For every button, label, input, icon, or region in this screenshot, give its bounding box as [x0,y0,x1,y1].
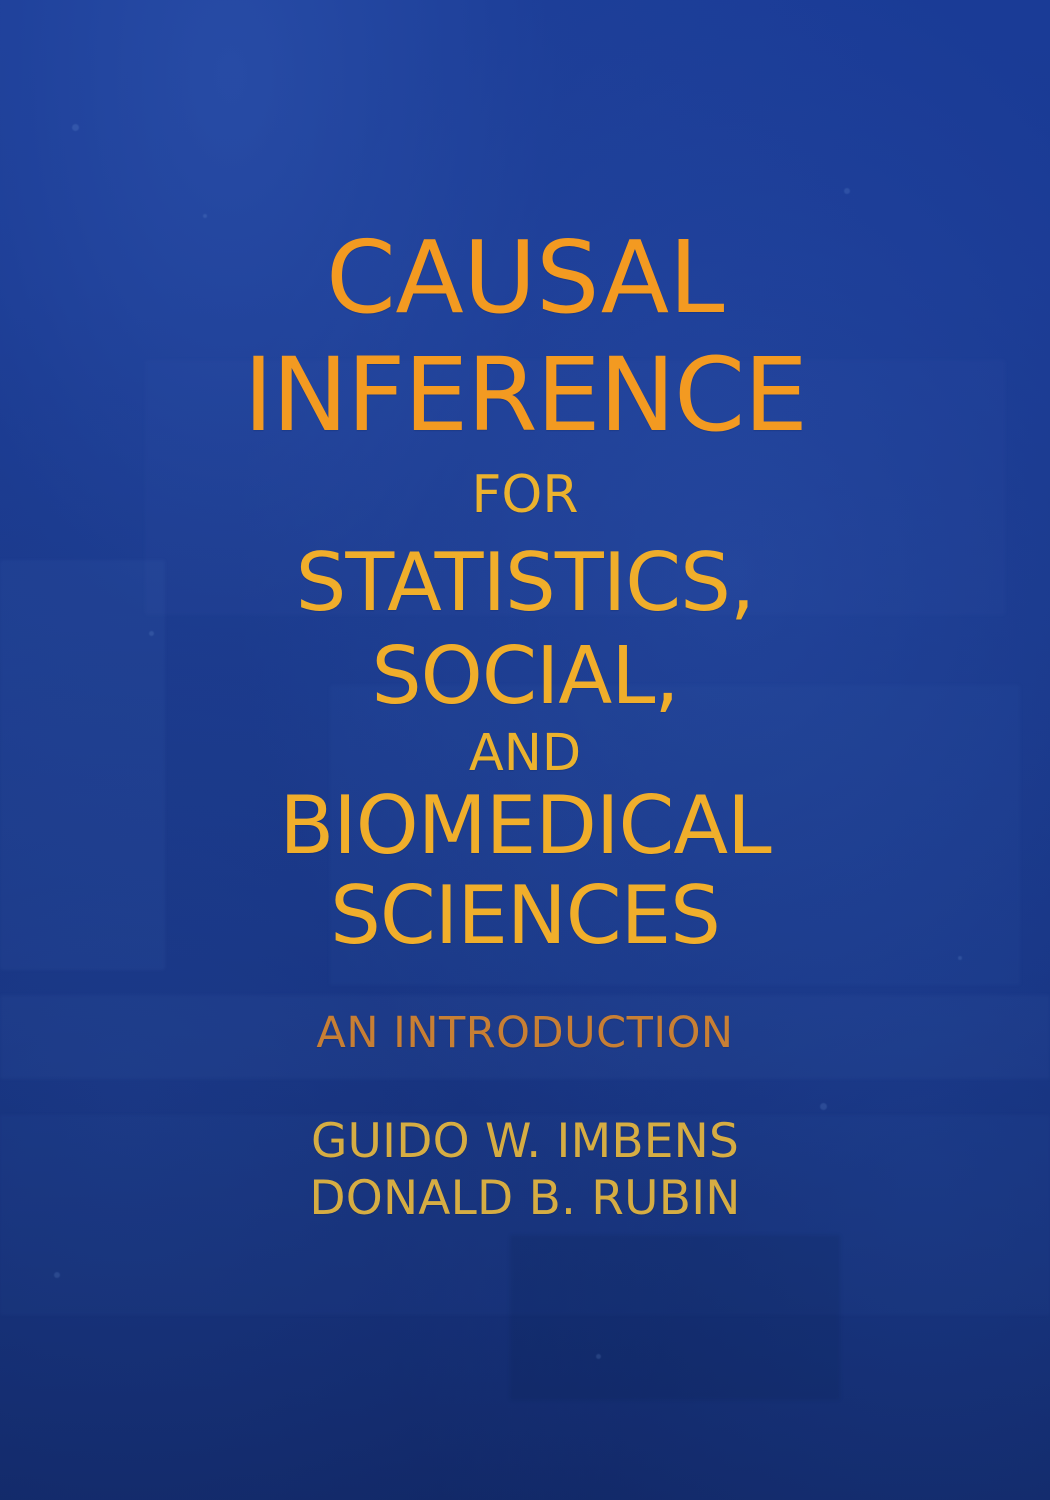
title-line: INFERENCE [243,336,808,455]
title-line: AND [468,724,582,783]
title-line: FOR [471,465,579,525]
subtitle: AN INTRODUCTION [316,1008,734,1058]
author-name: DONALD B. RUBIN [309,1171,741,1226]
author-name: GUIDO W. IMBENS [310,1114,740,1169]
title-line: STATISTICS, [295,536,756,629]
title-line: BIOMEDICAL [279,779,771,872]
title-line: CAUSAL [326,219,724,336]
title-line: SOCIAL, [371,630,680,722]
title-line: SCIENCES [330,869,721,962]
